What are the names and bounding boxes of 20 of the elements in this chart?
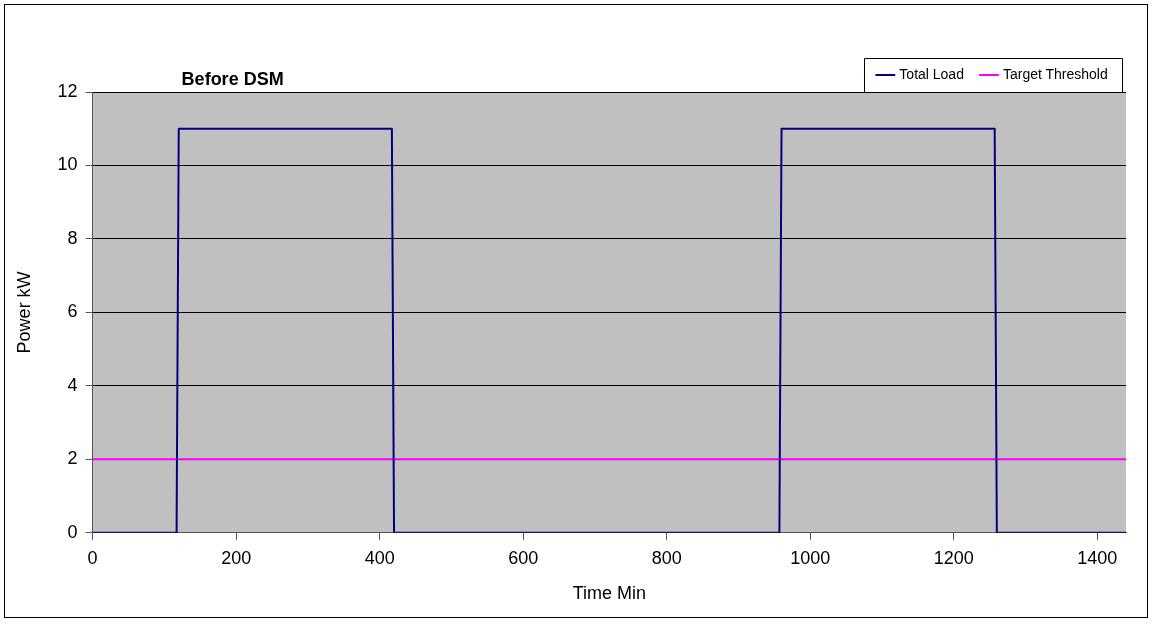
y-tick-label: 2 (67, 448, 78, 469)
legend-label: Total Load (899, 65, 964, 82)
chart-title: Before DSM (181, 68, 284, 89)
y-axis-title: Power kW (13, 271, 34, 354)
x-axis-title: Time Min (572, 583, 646, 604)
x-tick-label: 600 (508, 547, 539, 568)
x-tick-label: 400 (364, 547, 395, 568)
x-tick-label: 0 (87, 547, 98, 568)
y-tick-label: 4 (67, 374, 78, 395)
y-tick-label: 0 (67, 521, 78, 542)
x-tick-label: 1000 (790, 547, 831, 568)
x-tick-label: 800 (651, 547, 682, 568)
y-tick-label: 12 (57, 80, 78, 101)
y-tick-label: 10 (57, 154, 78, 175)
legend-label: Target Threshold (1002, 65, 1108, 82)
y-tick-label: 8 (67, 227, 78, 248)
x-tick-label: 1200 (933, 547, 974, 568)
x-tick-label: 1400 (1077, 547, 1118, 568)
y-tick-label: 6 (67, 301, 78, 322)
x-tick-label: 200 (221, 547, 252, 568)
